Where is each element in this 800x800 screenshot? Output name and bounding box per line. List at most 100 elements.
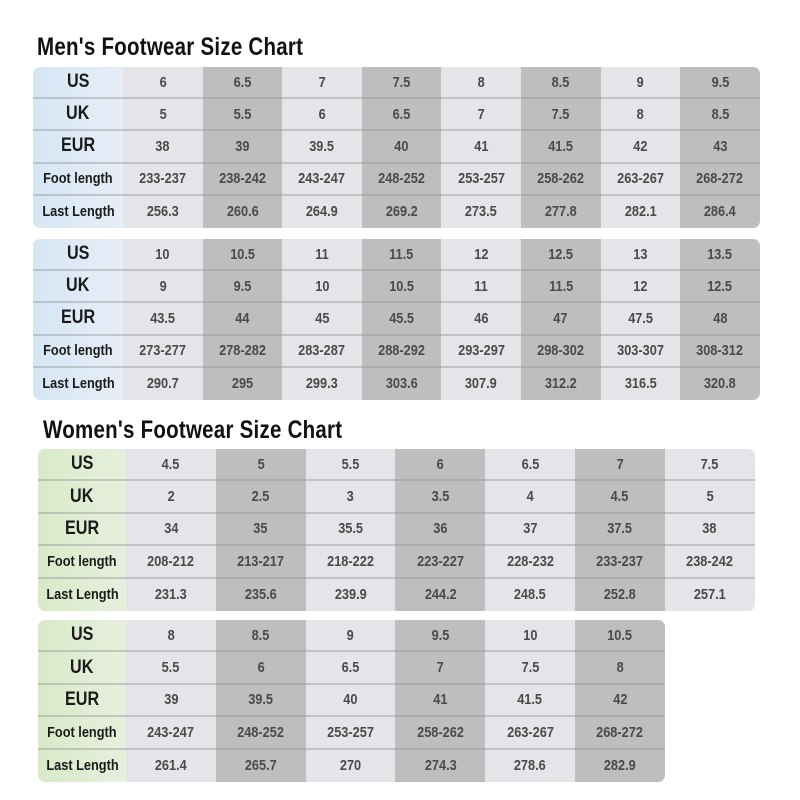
size-value: 7.5 <box>521 659 539 677</box>
size-cell: 218-222 <box>305 546 396 579</box>
row-label-text: EUR <box>60 135 96 157</box>
row-label-uk: UK <box>38 652 126 685</box>
size-value: 268-272 <box>696 170 744 188</box>
size-value: 34 <box>163 520 178 538</box>
size-value: 3 <box>346 488 355 506</box>
size-value: 6 <box>318 105 326 123</box>
size-value: 7.5 <box>551 105 570 123</box>
size-value: 270 <box>339 757 362 775</box>
size-value: 238-242 <box>686 552 734 570</box>
size-cell: 12 <box>600 271 681 304</box>
size-value: 273.5 <box>465 203 498 221</box>
size-value: 248.5 <box>514 586 547 604</box>
size-value: 8 <box>636 105 644 123</box>
row-label-foot-length: Foot length <box>38 717 126 750</box>
row-label-text: Last Length <box>41 203 115 221</box>
size-cell: 299.3 <box>282 367 362 400</box>
size-value: 253-257 <box>327 723 374 741</box>
size-cell: 244.2 <box>395 578 486 611</box>
size-cell: 6 <box>395 449 486 482</box>
size-value: 238-242 <box>218 170 266 188</box>
size-cell: 5 <box>123 99 203 132</box>
size-cell: 286.4 <box>680 195 760 228</box>
size-cell: 277.8 <box>520 195 601 228</box>
size-value: 263-267 <box>616 170 664 188</box>
size-value: 35 <box>253 520 268 538</box>
size-value: 5.5 <box>233 105 252 123</box>
row-label-us: US <box>33 67 123 100</box>
size-value: 6.5 <box>233 73 252 91</box>
size-cell: 248-252 <box>215 717 306 750</box>
size-value: 38 <box>155 137 170 155</box>
size-cell: 41.5 <box>520 131 601 164</box>
row-label-text: EUR <box>64 688 100 710</box>
row-label-last-length: Last Length <box>38 749 126 782</box>
row-label-text: US <box>70 624 94 646</box>
size-cell: 41.5 <box>485 684 575 718</box>
size-value: 36 <box>433 520 448 538</box>
size-cell: 8 <box>441 67 521 100</box>
size-value: 244.2 <box>424 586 457 604</box>
row-label-eur: EUR <box>38 513 126 547</box>
size-value: 268-272 <box>596 723 644 741</box>
size-cell: 213-217 <box>215 546 306 579</box>
size-value: 303-307 <box>616 342 664 360</box>
row-label-text: Last Length <box>45 757 119 775</box>
size-value: 38 <box>702 520 717 538</box>
size-cell: 12.5 <box>680 271 760 304</box>
size-cell: 233-237 <box>123 163 203 196</box>
row-label-text: Foot length <box>43 342 113 360</box>
size-value: 7 <box>436 659 444 677</box>
size-value: 12.5 <box>548 245 574 263</box>
size-value: 228-232 <box>506 552 554 570</box>
size-cell: 11.5 <box>520 271 601 304</box>
size-value: 10 <box>522 626 538 644</box>
size-value: 264.9 <box>306 203 338 221</box>
size-cell: 243-247 <box>126 717 216 750</box>
row-label-text: Foot length <box>47 723 117 741</box>
size-cell: 3 <box>305 481 396 514</box>
size-value: 12 <box>474 245 489 263</box>
size-value: 243-247 <box>298 170 346 188</box>
size-cell: 278-282 <box>202 335 283 368</box>
size-cell: 252.8 <box>574 578 665 611</box>
size-cell: 7.5 <box>520 99 601 132</box>
size-value: 298-302 <box>537 342 585 360</box>
size-value: 8.5 <box>551 73 570 91</box>
size-cell: 303-307 <box>600 335 681 368</box>
size-value: 43.5 <box>150 309 176 327</box>
size-cell: 47 <box>520 303 601 336</box>
size-value: 218-222 <box>327 552 374 570</box>
size-value: 39 <box>235 137 250 155</box>
size-value: 239.9 <box>334 586 367 604</box>
size-value: 40 <box>343 691 358 709</box>
size-cell: 10 <box>282 271 362 304</box>
size-cell: 8 <box>574 652 665 685</box>
size-cell: 257.1 <box>664 578 755 611</box>
women-chart-title: Women's Footwear Size Chart <box>43 416 343 444</box>
size-cell: 45.5 <box>361 303 442 336</box>
size-value: 39.5 <box>309 137 335 155</box>
size-cell: 43 <box>680 131 760 164</box>
size-cell: 3.5 <box>395 481 486 514</box>
size-cell: 282.9 <box>574 749 665 782</box>
size-value: 11 <box>315 245 329 263</box>
row-label-text: UK <box>66 275 90 297</box>
size-cell: 6.5 <box>202 67 283 100</box>
size-cell: 231.3 <box>126 578 216 611</box>
size-cell: 233-237 <box>574 546 665 579</box>
size-cell: 39.5 <box>282 131 362 164</box>
size-value: 243-247 <box>147 723 195 741</box>
row-label-foot-length: Foot length <box>38 546 126 579</box>
size-value: 2 <box>167 488 175 506</box>
size-value: 213-217 <box>237 552 285 570</box>
size-cell: 235.6 <box>215 578 306 611</box>
size-value: 231.3 <box>154 586 187 604</box>
size-cell: 4.5 <box>574 481 665 514</box>
size-cell: 47.5 <box>600 303 681 336</box>
row-label-eur: EUR <box>33 131 123 164</box>
size-cell: 243-247 <box>282 163 362 196</box>
size-cell: 38 <box>664 513 755 547</box>
size-value: 5.5 <box>162 659 180 677</box>
size-value: 4.5 <box>162 455 180 473</box>
